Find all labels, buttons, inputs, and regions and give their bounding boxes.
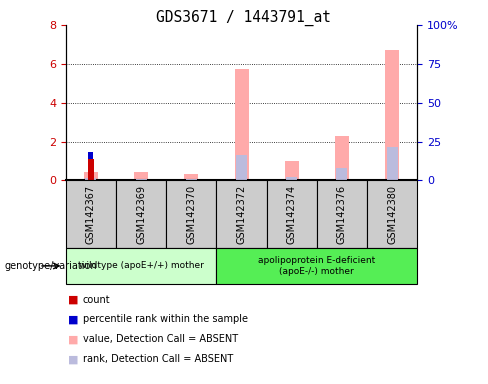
Text: ■: ■ — [68, 295, 79, 305]
Bar — [336, 168, 347, 180]
Bar — [84, 172, 98, 180]
Bar — [386, 147, 398, 180]
Bar — [285, 161, 299, 180]
Text: ■: ■ — [68, 334, 79, 344]
Bar — [166, 180, 217, 248]
Text: value, Detection Call = ABSENT: value, Detection Call = ABSENT — [83, 334, 238, 344]
Text: genotype/variation: genotype/variation — [5, 261, 98, 271]
Bar — [286, 177, 297, 180]
Bar — [66, 180, 116, 248]
Text: ■: ■ — [68, 314, 79, 324]
Bar — [335, 136, 349, 180]
Bar — [88, 159, 94, 180]
Bar — [136, 179, 147, 180]
Bar — [367, 180, 417, 248]
Bar — [235, 69, 248, 180]
Bar — [66, 248, 217, 284]
Bar — [186, 179, 197, 180]
Text: GSM142370: GSM142370 — [186, 185, 196, 243]
Bar — [88, 152, 94, 159]
Text: count: count — [83, 295, 111, 305]
Text: wildtype (apoE+/+) mother: wildtype (apoE+/+) mother — [79, 262, 203, 270]
Text: GSM142376: GSM142376 — [337, 185, 347, 243]
Text: GSM142372: GSM142372 — [237, 184, 246, 244]
Bar — [385, 50, 399, 180]
Bar — [116, 180, 166, 248]
Bar — [217, 180, 266, 248]
Bar — [134, 172, 148, 180]
Bar — [266, 180, 317, 248]
Text: GSM142374: GSM142374 — [287, 185, 297, 243]
Bar — [85, 177, 97, 180]
Text: ■: ■ — [68, 354, 79, 364]
Bar — [236, 155, 247, 180]
Text: percentile rank within the sample: percentile rank within the sample — [83, 314, 248, 324]
Bar — [217, 248, 417, 284]
Bar — [184, 174, 199, 180]
Bar — [317, 180, 367, 248]
Text: apolipoprotein E-deficient
(apoE-/-) mother: apolipoprotein E-deficient (apoE-/-) mot… — [258, 256, 375, 276]
Text: GSM142369: GSM142369 — [136, 185, 146, 243]
Text: GSM142380: GSM142380 — [387, 185, 397, 243]
Text: GDS3671 / 1443791_at: GDS3671 / 1443791_at — [157, 10, 331, 26]
Text: rank, Detection Call = ABSENT: rank, Detection Call = ABSENT — [83, 354, 233, 364]
Text: GSM142367: GSM142367 — [86, 185, 96, 243]
